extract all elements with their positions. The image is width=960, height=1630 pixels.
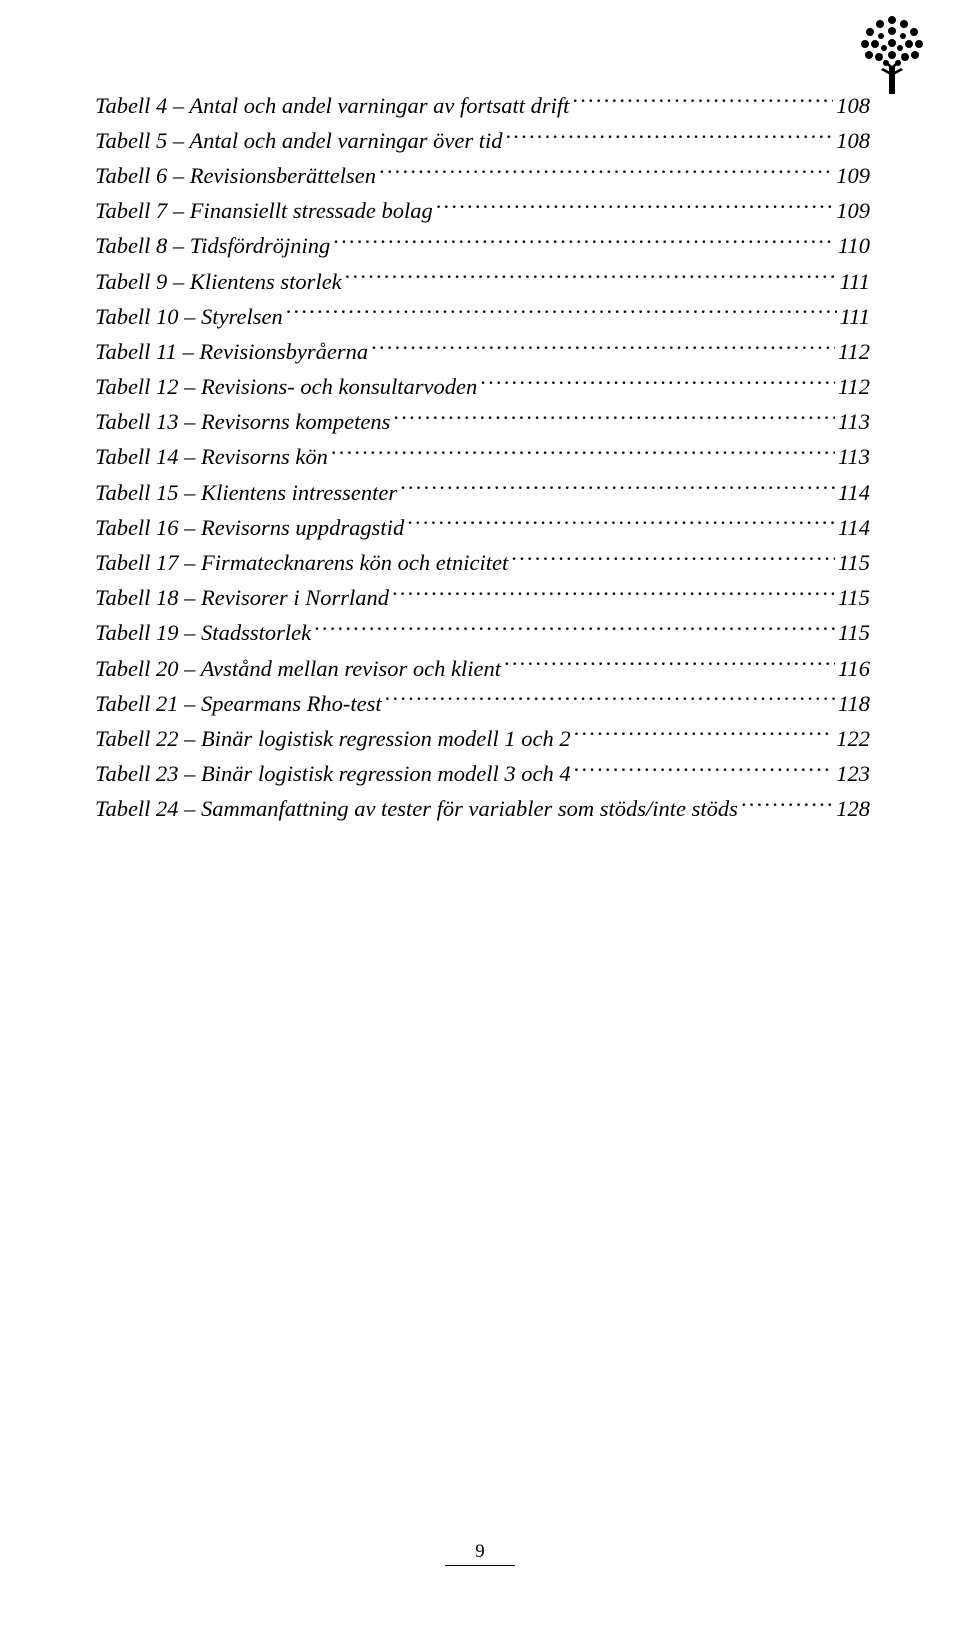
toc-leader-dots [286, 299, 837, 324]
toc-leader-dots [371, 334, 835, 359]
toc-leader-dots [436, 194, 834, 219]
toc-entry: Tabell 7 – Finansiellt stressade bolag 10… [95, 194, 870, 229]
toc-entry: Tabell 24 – Sammanfattning av tester för… [95, 791, 870, 826]
toc-entry-page: 115 [838, 581, 870, 615]
toc-entry-title: Tabell 19 – Stadsstorlek [95, 616, 311, 650]
toc-entry: Tabell 17 – Firmatecknarens kön och etni… [95, 545, 870, 580]
toc-leader-dots [345, 264, 837, 289]
toc-leader-dots [393, 405, 835, 430]
toc-entry-page: 111 [840, 300, 870, 334]
toc-leader-dots [392, 580, 835, 605]
toc-entry: Tabell 6 – Revisionsberättelsen 109 [95, 158, 870, 193]
toc-leader-dots [333, 229, 835, 254]
toc-entry: Tabell 20 – Avstånd mellan revisor och k… [95, 651, 870, 686]
toc-entry-page: 115 [838, 616, 870, 650]
toc-entry-title: Tabell 14 – Revisorns kön [95, 440, 328, 474]
toc-entry-title: Tabell 8 – Tidsfördröjning [95, 229, 330, 263]
toc-entry-title: Tabell 21 – Spearmans Rho-test [95, 687, 382, 721]
toc-entry-title: Tabell 10 – Styrelsen [95, 300, 283, 334]
toc-entry-title: Tabell 22 – Binär logistisk regression m… [95, 722, 571, 756]
toc-leader-dots [407, 510, 835, 535]
toc-entry-page: 114 [838, 511, 870, 545]
toc-entry-title: Tabell 23 – Binär logistisk regression m… [95, 757, 571, 791]
toc-entry-title: Tabell 17 – Firmatecknarens kön och etni… [95, 546, 508, 580]
toc-entry-page: 122 [836, 722, 870, 756]
toc-entry-title: Tabell 5 – Antal och andel varningar öve… [95, 124, 502, 158]
toc-leader-dots [379, 158, 833, 183]
toc-entry-page: 110 [838, 229, 870, 263]
toc-entry-title: Tabell 18 – Revisorer i Norrland [95, 581, 389, 615]
toc-entry-page: 109 [836, 194, 870, 228]
toc-leader-dots [572, 88, 833, 113]
toc-leader-dots [741, 791, 833, 816]
toc-entry-page: 113 [838, 440, 870, 474]
toc-entry-title: Tabell 9 – Klientens storlek [95, 265, 342, 299]
toc-entry-page: 116 [838, 652, 870, 686]
toc-leader-dots [574, 721, 834, 746]
toc-leader-dots [385, 686, 835, 711]
toc-entry-page: 113 [838, 405, 870, 439]
toc-entry: Tabell 23 – Binär logistisk regression m… [95, 756, 870, 791]
toc-leader-dots [511, 545, 835, 570]
toc-entry: Tabell 22 – Binär logistisk regression m… [95, 721, 870, 756]
toc-entry: Tabell 18 – Revisorer i Norrland 115 [95, 580, 870, 615]
toc-entry-title: Tabell 7 – Finansiellt stressade bolag [95, 194, 433, 228]
toc-entry-page: 118 [838, 687, 870, 721]
table-of-contents: Tabell 4 – Antal och andel varningar av … [95, 88, 870, 827]
toc-entry-title: Tabell 4 – Antal och andel varningar av … [95, 89, 569, 123]
toc-entry-title: Tabell 13 – Revisorns kompetens [95, 405, 390, 439]
toc-entry: Tabell 13 – Revisorns kompetens 113 [95, 405, 870, 440]
toc-leader-dots [480, 369, 835, 394]
toc-leader-dots [504, 651, 835, 676]
toc-leader-dots [505, 123, 833, 148]
tree-logo-icon [855, 14, 930, 99]
toc-entry: Tabell 21 – Spearmans Rho-test 118 [95, 686, 870, 721]
toc-leader-dots [314, 616, 835, 641]
toc-entry: Tabell 15 – Klientens intressenter 114 [95, 475, 870, 510]
toc-entry-title: Tabell 16 – Revisorns uppdragstid [95, 511, 404, 545]
toc-entry-title: Tabell 20 – Avstånd mellan revisor och k… [95, 652, 501, 686]
page-number: 9 [445, 1541, 515, 1566]
toc-entry-title: Tabell 11 – Revisionsbyråerna [95, 335, 368, 369]
toc-entry: Tabell 16 – Revisorns uppdragstid 114 [95, 510, 870, 545]
toc-entry-title: Tabell 6 – Revisionsberättelsen [95, 159, 376, 193]
toc-entry-title: Tabell 12 – Revisions- och konsultarvode… [95, 370, 477, 404]
toc-leader-dots [574, 756, 834, 781]
toc-entry-page: 108 [836, 124, 870, 158]
toc-entry-page: 114 [838, 476, 870, 510]
toc-entry-page: 111 [840, 265, 870, 299]
toc-entry-page: 123 [836, 757, 870, 791]
toc-entry-title: Tabell 15 – Klientens intressenter [95, 476, 397, 510]
toc-entry: Tabell 14 – Revisorns kön 113 [95, 440, 870, 475]
toc-entry-page: 115 [838, 546, 870, 580]
toc-entry-page: 109 [836, 159, 870, 193]
toc-entry: Tabell 11 – Revisionsbyråerna 112 [95, 334, 870, 369]
toc-entry: Tabell 12 – Revisions- och konsultarvode… [95, 369, 870, 404]
toc-entry-title: Tabell 24 – Sammanfattning av tester för… [95, 792, 738, 826]
toc-entry-page: 128 [836, 792, 870, 826]
toc-entry: Tabell 8 – Tidsfördröjning 110 [95, 229, 870, 264]
toc-entry: Tabell 4 – Antal och andel varningar av … [95, 88, 870, 123]
toc-entry: Tabell 9 – Klientens storlek 111 [95, 264, 870, 299]
toc-entry: Tabell 10 – Styrelsen 111 [95, 299, 870, 334]
toc-entry-page: 112 [838, 370, 870, 404]
toc-leader-dots [331, 440, 835, 465]
toc-entry: Tabell 5 – Antal och andel varningar öve… [95, 123, 870, 158]
toc-entry-page: 112 [838, 335, 870, 369]
toc-entry: Tabell 19 – Stadsstorlek 115 [95, 616, 870, 651]
toc-leader-dots [400, 475, 835, 500]
